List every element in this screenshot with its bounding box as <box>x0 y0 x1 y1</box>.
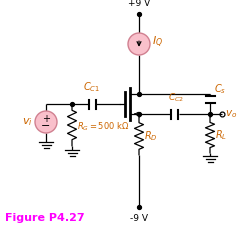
Text: $v_o$: $v_o$ <box>225 108 237 120</box>
Text: $C_s$: $C_s$ <box>214 82 226 96</box>
Text: $R_L$: $R_L$ <box>215 128 227 142</box>
Text: -9 V: -9 V <box>130 214 148 223</box>
Text: −: − <box>41 121 51 131</box>
Text: $v_i$: $v_i$ <box>22 116 33 128</box>
Text: $R_D$: $R_D$ <box>144 129 158 143</box>
Text: +9 V: +9 V <box>128 0 150 8</box>
Circle shape <box>128 33 150 55</box>
Text: Figure P4.27: Figure P4.27 <box>5 213 84 223</box>
Text: $C_{C2}$: $C_{C2}$ <box>168 92 184 104</box>
Text: $I_Q$: $I_Q$ <box>152 34 163 49</box>
Text: $C_{C1}$: $C_{C1}$ <box>84 80 100 94</box>
Text: $R_G = 500\ \mathrm{k\Omega}$: $R_G = 500\ \mathrm{k\Omega}$ <box>77 121 130 133</box>
Text: +: + <box>42 114 50 123</box>
Circle shape <box>35 111 57 133</box>
